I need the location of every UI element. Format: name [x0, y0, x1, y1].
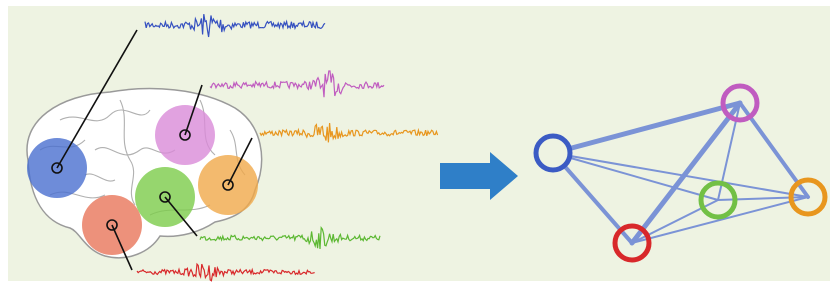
page: (() => { const data = JSON.parse(documen…	[0, 0, 837, 287]
figure	[0, 0, 837, 287]
